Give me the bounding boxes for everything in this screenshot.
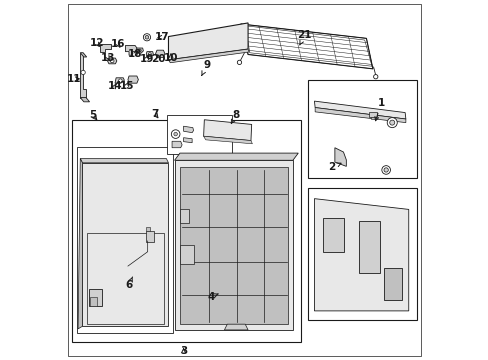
Text: 18: 18 [128,49,142,59]
Circle shape [143,34,150,41]
Text: 21: 21 [297,30,311,45]
Polygon shape [80,53,86,57]
Polygon shape [314,199,408,311]
Text: 8: 8 [231,111,239,123]
Circle shape [171,130,180,138]
Bar [359,221,379,273]
Polygon shape [115,78,124,83]
Text: 19: 19 [140,54,154,64]
Polygon shape [183,138,192,143]
Polygon shape [100,44,111,51]
Text: 14: 14 [107,81,122,91]
Bar [145,227,149,231]
Circle shape [119,79,122,82]
Polygon shape [180,244,193,264]
Circle shape [383,168,387,172]
Bar [88,289,102,306]
Polygon shape [211,289,223,298]
Text: 9: 9 [201,60,210,76]
Polygon shape [180,167,287,324]
Polygon shape [183,126,193,133]
Text: 12: 12 [89,38,104,48]
Circle shape [81,70,85,75]
Bar [77,147,173,333]
Circle shape [237,60,241,64]
Polygon shape [334,148,346,166]
Bar [167,116,231,154]
Circle shape [148,53,151,55]
Polygon shape [174,153,298,160]
Text: 4: 4 [207,292,218,302]
Circle shape [373,75,377,79]
Text: 11: 11 [67,74,81,84]
Polygon shape [80,98,89,102]
Circle shape [174,132,177,136]
Polygon shape [82,163,168,326]
Text: 17: 17 [154,32,169,42]
Bar [383,268,402,300]
Bar [368,112,376,117]
Circle shape [138,49,141,52]
Text: 3: 3 [180,346,187,356]
Bar [145,231,153,242]
Polygon shape [168,23,247,60]
Bar [371,117,374,120]
Bar [308,80,416,178]
Bar [86,233,163,324]
Polygon shape [80,158,168,163]
Polygon shape [80,53,86,98]
Polygon shape [314,101,405,119]
Polygon shape [107,58,117,64]
Polygon shape [136,48,143,53]
Text: 20: 20 [151,54,165,64]
Circle shape [145,36,148,39]
Text: 7: 7 [151,109,158,119]
Polygon shape [180,209,188,223]
Polygon shape [155,50,164,57]
Text: 15: 15 [120,81,134,91]
Text: 2: 2 [327,162,340,172]
Circle shape [110,59,114,63]
Polygon shape [168,49,249,63]
Bar [72,121,301,342]
Polygon shape [203,136,252,144]
Text: 5: 5 [89,111,97,121]
Bar [308,188,416,320]
Text: 13: 13 [101,53,115,63]
Polygon shape [203,120,251,140]
Polygon shape [172,141,182,148]
Polygon shape [128,76,138,83]
Polygon shape [314,108,405,123]
Bar [89,297,97,306]
Text: 10: 10 [163,53,178,63]
Polygon shape [241,24,372,69]
Bar [323,218,344,252]
Text: 1: 1 [374,98,385,121]
Text: 16: 16 [111,40,125,49]
Polygon shape [125,45,137,55]
Polygon shape [224,324,247,330]
Circle shape [389,120,394,125]
Text: 6: 6 [125,277,132,290]
Circle shape [381,166,389,174]
Circle shape [386,118,396,128]
Polygon shape [146,51,153,57]
Polygon shape [78,158,82,329]
Polygon shape [174,160,292,330]
